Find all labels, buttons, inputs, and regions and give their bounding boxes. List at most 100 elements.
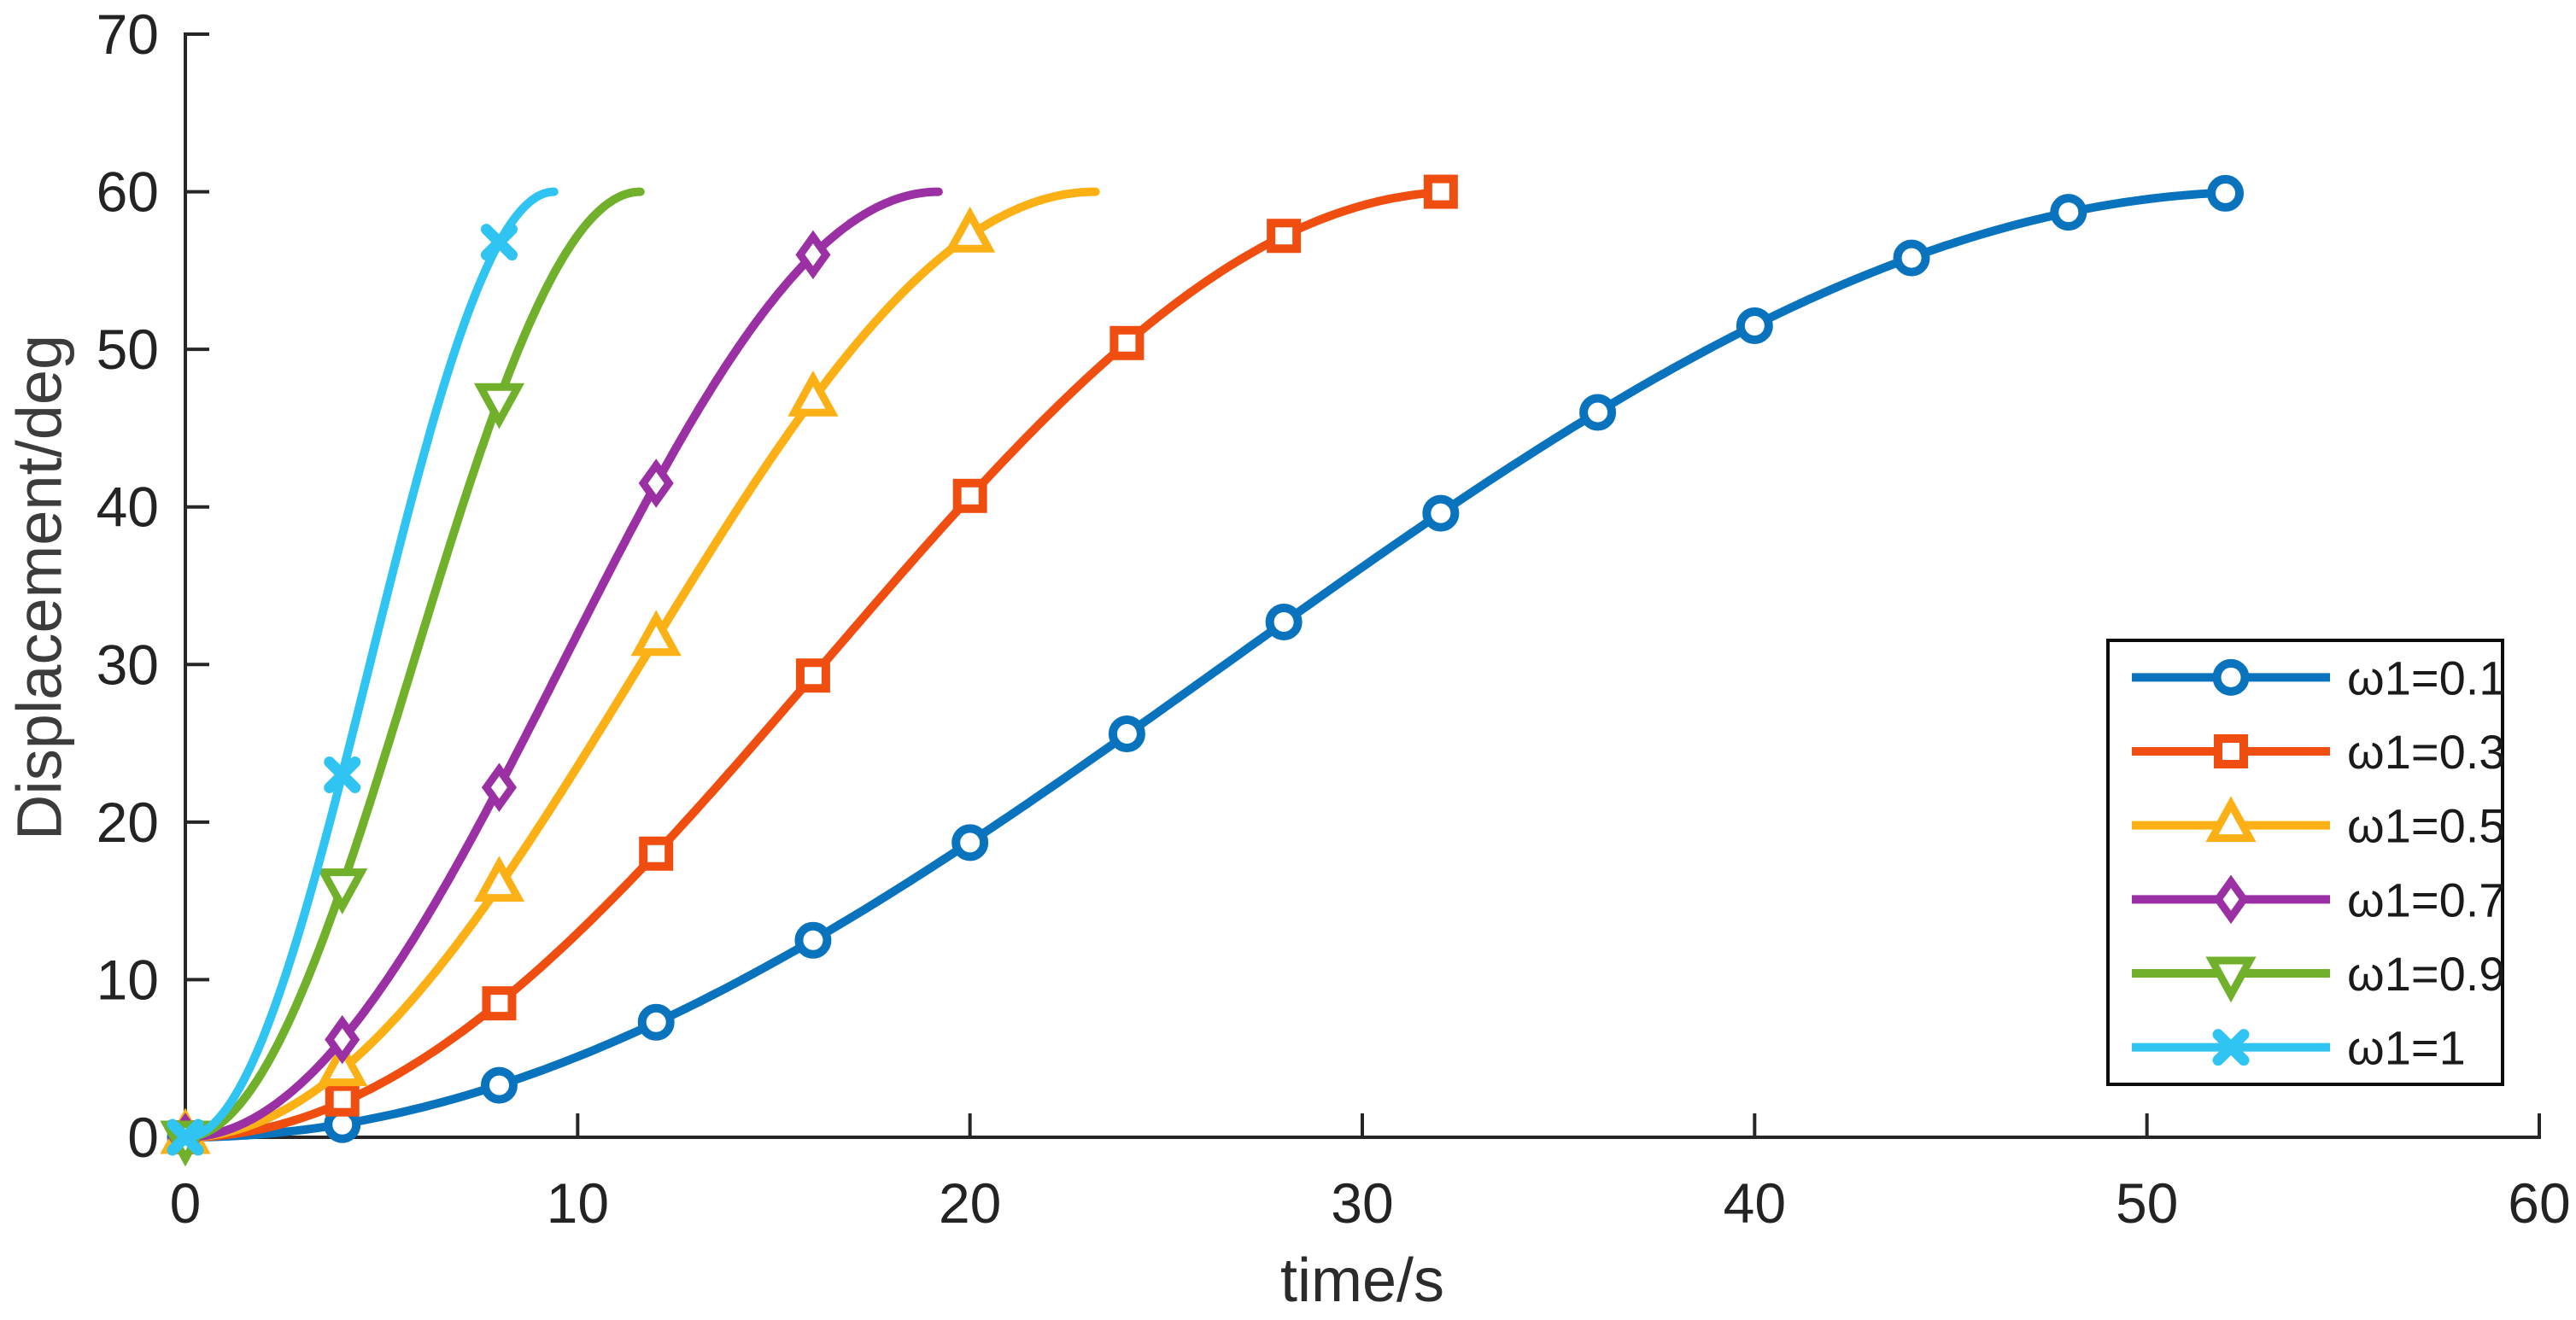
x-axis-label: time/s — [1279, 1247, 1445, 1315]
x-tick-label: 0 — [170, 1171, 202, 1235]
series-4-line — [181, 187, 645, 1142]
legend-entry: ω1=0.1 — [2132, 651, 2505, 704]
series-3-marker — [325, 1014, 360, 1065]
series-0-marker — [480, 1066, 518, 1104]
x-tick-label: 50 — [2116, 1171, 2178, 1235]
circle-marker-icon — [2212, 658, 2250, 696]
series-0-marker — [951, 824, 989, 862]
series-5-marker — [480, 224, 518, 261]
circle-marker-icon — [2050, 194, 2087, 231]
square-marker-icon — [1109, 325, 1145, 360]
series-3-marker — [638, 458, 674, 508]
series-0-marker — [1736, 307, 1773, 344]
circle-marker-icon — [2207, 174, 2245, 212]
series-4-marker — [473, 383, 525, 429]
series-1-marker — [1423, 174, 1458, 209]
series-2-marker — [473, 856, 525, 902]
x-marker-icon — [480, 224, 518, 261]
series-0-marker — [1422, 494, 1460, 532]
circle-marker-icon — [637, 1003, 675, 1041]
series-1-marker — [482, 986, 517, 1021]
triangle-down-marker-icon — [317, 868, 368, 915]
series-0-marker — [1893, 239, 1930, 277]
square-marker-icon — [952, 478, 987, 513]
triangle-up-marker-icon — [945, 206, 996, 253]
series-2-marker — [945, 206, 996, 253]
square-marker-icon — [1267, 219, 1302, 254]
square-marker-icon — [639, 836, 674, 871]
series-4-marker — [317, 868, 368, 915]
circle-marker-icon — [1579, 394, 1617, 431]
triangle-down-marker-icon — [473, 383, 525, 429]
series-0-marker — [1579, 394, 1617, 431]
legend-marker — [2205, 956, 2257, 1003]
legend-entry: ω1=0.7 — [2132, 873, 2505, 926]
circle-marker-icon — [1108, 715, 1145, 752]
x-marker-icon — [2212, 1029, 2250, 1066]
circle-marker-icon — [1422, 494, 1460, 532]
series-1-group — [168, 174, 1458, 1154]
legend: ω1=0.1 ω1=0.3 ω1=0.5 ω1=0.7 ω1=0.9 ω1=1 — [2106, 639, 2505, 1086]
series-1-marker — [325, 1082, 360, 1117]
series-0-marker — [637, 1003, 675, 1041]
y-tick-label: 70 — [97, 3, 159, 66]
legend-marker — [2213, 874, 2249, 925]
square-marker-icon — [795, 658, 830, 693]
series-2-group — [160, 187, 1100, 1154]
series-0-group — [167, 174, 2245, 1156]
legend-label: ω1=0.9 — [2347, 947, 2505, 1001]
series-1-marker — [1267, 219, 1302, 254]
triangle-up-marker-icon — [317, 1040, 368, 1087]
legend-label: ω1=1 — [2347, 1021, 2466, 1075]
series-2-line — [181, 187, 1100, 1142]
series-1-marker — [1109, 325, 1145, 360]
series-2-marker — [630, 610, 682, 657]
series-5-marker — [324, 756, 361, 793]
x-marker-icon — [324, 756, 361, 793]
legend-entry: ω1=1 — [2132, 1021, 2466, 1075]
series-2-marker — [787, 370, 839, 417]
triangle-up-marker-icon — [2205, 796, 2257, 843]
triangle-up-marker-icon — [473, 856, 525, 902]
y-tick-label: 30 — [97, 633, 159, 696]
circle-marker-icon — [951, 824, 989, 862]
series-0-marker — [794, 921, 832, 959]
legend-marker — [2205, 796, 2257, 843]
diamond-marker-icon — [638, 458, 674, 508]
diamond-marker-icon — [2213, 874, 2249, 925]
legend-entry: ω1=0.3 — [2132, 725, 2505, 779]
series-0-marker — [1265, 603, 1303, 640]
legend-box — [2106, 639, 2504, 1086]
circle-marker-icon — [1265, 603, 1303, 640]
x-tick-label: 40 — [1724, 1171, 1786, 1235]
y-tick-label: 10 — [97, 948, 159, 1011]
series-0-marker — [2207, 174, 2245, 212]
y-tick-label: 40 — [97, 476, 159, 539]
series-1-marker — [795, 658, 830, 693]
y-axis-label: Displacement/deg — [3, 334, 75, 841]
legend-label: ω1=0.3 — [2347, 725, 2505, 779]
series-5-marker — [167, 1118, 204, 1156]
triangle-up-marker-icon — [787, 370, 839, 417]
y-tick-label: 20 — [97, 791, 159, 854]
series-5-group — [167, 187, 559, 1156]
circle-marker-icon — [1893, 239, 1930, 277]
legend-marker — [2212, 658, 2250, 696]
x-marker-icon — [167, 1118, 204, 1156]
y-tick-label: 50 — [97, 318, 159, 381]
circle-marker-icon — [794, 921, 832, 959]
circle-marker-icon — [1736, 307, 1773, 344]
series-2-marker — [317, 1040, 368, 1087]
series-0-marker — [2050, 194, 2087, 231]
diamond-marker-icon — [795, 230, 831, 280]
series-1-marker — [952, 478, 987, 513]
y-tick-label: 0 — [127, 1106, 159, 1169]
series-1-marker — [639, 836, 674, 871]
square-marker-icon — [325, 1082, 360, 1117]
series-3-marker — [795, 230, 831, 280]
series-3-marker — [481, 762, 517, 812]
legend-entry: ω1=0.9 — [2132, 947, 2505, 1003]
legend-label: ω1=0.1 — [2347, 651, 2505, 704]
